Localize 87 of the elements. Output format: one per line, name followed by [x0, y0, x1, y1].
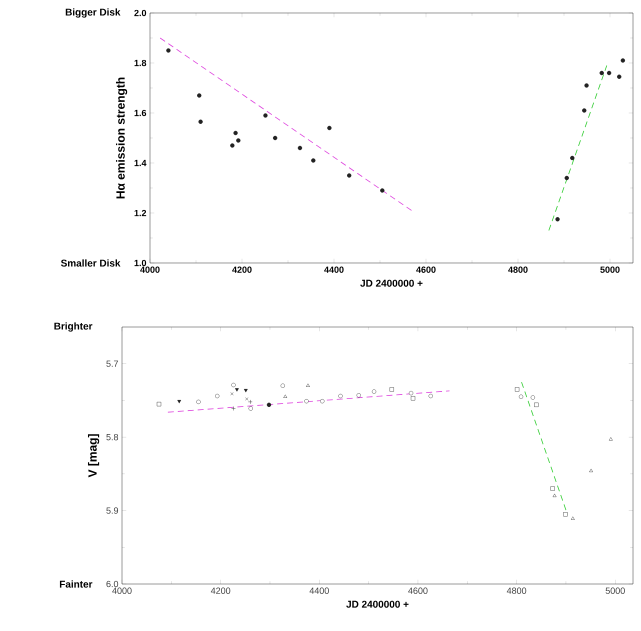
point — [311, 158, 316, 163]
point — [617, 74, 622, 79]
point — [280, 384, 285, 388]
point — [428, 394, 433, 398]
point — [534, 402, 539, 408]
point — [372, 389, 376, 394]
point — [600, 70, 604, 76]
text: Fainter — [60, 580, 92, 588]
y-tick-label: 6.0 — [106, 580, 118, 588]
point — [356, 393, 361, 398]
x-tick-label: 4200 — [232, 266, 252, 273]
point — [198, 120, 203, 124]
point — [156, 402, 162, 406]
point — [582, 108, 586, 113]
point — [230, 392, 234, 396]
point — [177, 400, 182, 404]
point — [408, 390, 414, 396]
y-tick-label: 1.2 — [134, 210, 146, 216]
y-tick-label: 5.8 — [106, 434, 118, 440]
point — [550, 486, 555, 491]
point — [608, 437, 613, 441]
point — [215, 394, 220, 398]
point — [327, 126, 332, 130]
point — [530, 395, 536, 400]
x-axis-title: JD 2400000 + — [360, 280, 423, 287]
point — [233, 130, 238, 136]
text: Bigger Disk — [66, 8, 120, 18]
x-tick-label: 4200 — [210, 588, 230, 594]
point — [298, 146, 302, 150]
point — [304, 398, 309, 404]
point — [231, 382, 236, 388]
point — [346, 173, 352, 178]
point — [230, 143, 235, 148]
point — [564, 176, 569, 180]
point — [555, 217, 560, 222]
point — [320, 398, 324, 404]
point — [245, 397, 248, 401]
x-tick-label: 4600 — [416, 266, 436, 273]
point — [584, 83, 589, 88]
x-tick-label: 5000 — [606, 588, 625, 594]
x-tick-label: 4000 — [140, 266, 160, 273]
text: Smaller Disk — [60, 259, 120, 267]
y-tick-label: 2.0 — [134, 10, 146, 16]
x-tick-label: 4400 — [310, 588, 329, 594]
point — [244, 388, 248, 392]
point — [410, 396, 416, 400]
point — [197, 93, 202, 98]
x-tick-label: 4600 — [408, 588, 428, 594]
point — [166, 48, 171, 53]
x-tick-label: 4800 — [508, 266, 528, 273]
point — [236, 138, 241, 143]
point — [620, 58, 626, 63]
y-tick-label: 1.0 — [134, 260, 146, 266]
point — [266, 402, 272, 408]
y-tick-label: 1.6 — [134, 110, 146, 116]
point — [570, 156, 574, 160]
point — [248, 406, 253, 411]
point — [589, 468, 594, 472]
point — [518, 394, 524, 399]
point — [306, 384, 310, 387]
x-tick-label: 4000 — [112, 588, 132, 594]
y-tick-label: 1.4 — [134, 160, 146, 166]
y-tick-label: 5.7 — [106, 360, 118, 367]
y-axis-title: V [mag] — [88, 434, 100, 478]
point — [272, 136, 278, 140]
point — [263, 113, 268, 118]
x-tick-label: 4400 — [324, 266, 344, 273]
text: Brighter — [54, 322, 92, 332]
point — [570, 516, 575, 520]
point — [563, 512, 568, 516]
point — [248, 400, 252, 404]
y-axis-title: Hα emission strength — [116, 78, 128, 198]
point — [514, 387, 520, 392]
point — [283, 394, 288, 398]
x-axis-title: JD 2400000 + — [346, 600, 409, 608]
point — [380, 188, 384, 193]
point — [231, 406, 236, 411]
point — [390, 387, 394, 392]
y-tick-label: 5.9 — [106, 507, 118, 514]
point — [606, 70, 612, 76]
point — [338, 394, 343, 398]
point — [196, 400, 201, 404]
point — [552, 494, 557, 498]
x-tick-label: 5000 — [600, 266, 620, 273]
x-tick-label: 4800 — [506, 588, 526, 594]
point — [235, 388, 239, 392]
y-tick-label: 1.8 — [134, 60, 146, 66]
